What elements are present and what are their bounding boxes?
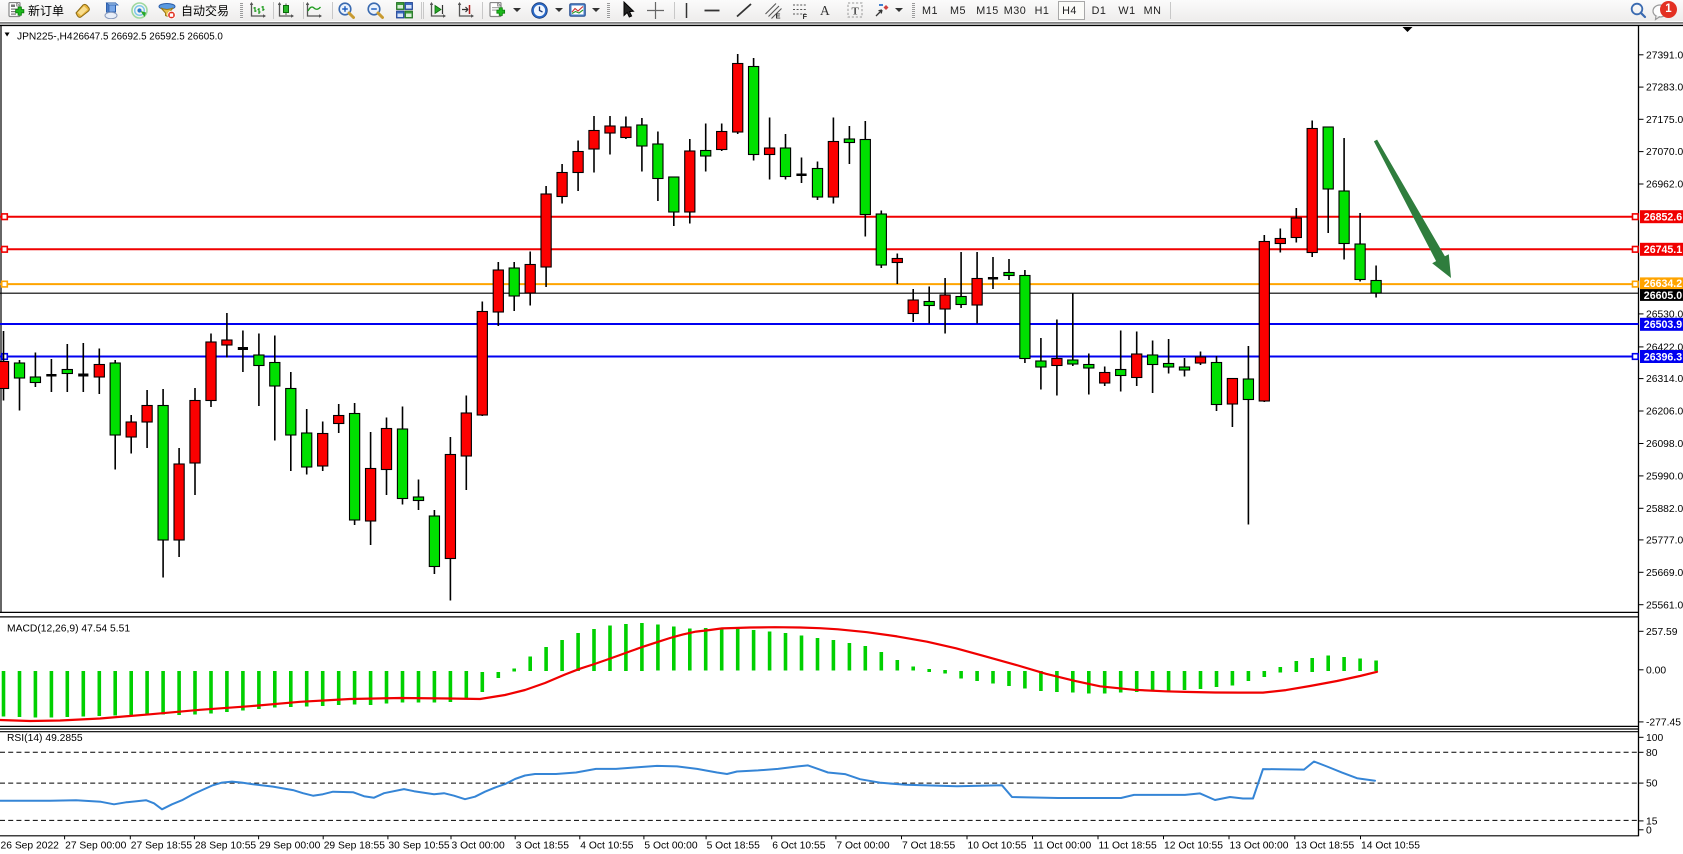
svg-text:257.59: 257.59 (1646, 627, 1678, 638)
svg-text:3 Oct 00:00: 3 Oct 00:00 (452, 841, 506, 852)
svg-text:0.00: 0.00 (1646, 665, 1666, 676)
svg-text:26647.5 26692.5 26592.5 26605.: 26647.5 26692.5 26592.5 26605.0 (73, 31, 223, 42)
svg-text:27283.0: 27283.0 (1646, 83, 1683, 94)
svg-text:10 Oct 10:55: 10 Oct 10:55 (968, 841, 1027, 852)
svg-text:-277.45: -277.45 (1646, 718, 1681, 729)
svg-text:F: F (803, 12, 808, 20)
svg-text:25561.0: 25561.0 (1646, 600, 1683, 611)
svg-text:4 Oct 10:55: 4 Oct 10:55 (580, 841, 634, 852)
svg-text:0: 0 (1646, 825, 1652, 836)
svg-text:26745.1: 26745.1 (1644, 244, 1682, 256)
svg-text:5 Oct 18:55: 5 Oct 18:55 (707, 841, 761, 852)
svg-text:27 Sep 00:00: 27 Sep 00:00 (65, 841, 127, 852)
svg-text:27070.0: 27070.0 (1646, 147, 1683, 158)
svg-text:25882.0: 25882.0 (1646, 504, 1683, 515)
svg-text:5 Oct 00:00: 5 Oct 00:00 (644, 841, 698, 852)
svg-text:15: 15 (1646, 817, 1658, 828)
svg-text:26634.2: 26634.2 (1644, 278, 1682, 290)
svg-text:25990.0: 25990.0 (1646, 472, 1683, 483)
svg-text:26098.0: 26098.0 (1646, 439, 1683, 450)
svg-text:27175.0: 27175.0 (1646, 115, 1683, 126)
svg-text:26852.6: 26852.6 (1644, 212, 1682, 224)
svg-text:28 Sep 10:55: 28 Sep 10:55 (195, 841, 257, 852)
svg-text:26605.0: 26605.0 (1644, 290, 1682, 302)
svg-text:14 Oct 10:55: 14 Oct 10:55 (1361, 841, 1420, 852)
svg-text:50: 50 (1646, 779, 1658, 790)
svg-text:JPN225-,H4: JPN225-,H4 (17, 31, 73, 42)
svg-text:26396.3: 26396.3 (1644, 351, 1682, 363)
svg-text:26422.0: 26422.0 (1646, 343, 1683, 354)
svg-text:11 Oct 18:55: 11 Oct 18:55 (1099, 841, 1157, 852)
svg-text:RSI(14) 49.2855: RSI(14) 49.2855 (7, 733, 83, 744)
svg-text:27391.0: 27391.0 (1646, 50, 1683, 61)
svg-text:6 Oct 10:55: 6 Oct 10:55 (772, 841, 826, 852)
svg-text:12 Oct 10:55: 12 Oct 10:55 (1164, 841, 1223, 852)
svg-text:27 Sep 18:55: 27 Sep 18:55 (131, 841, 193, 852)
svg-text:25777.0: 25777.0 (1646, 536, 1683, 547)
svg-text:E: E (776, 12, 781, 21)
svg-text:26962.0: 26962.0 (1646, 180, 1683, 191)
svg-text:13 Oct 00:00: 13 Oct 00:00 (1230, 841, 1289, 852)
svg-text:25669.0: 25669.0 (1646, 568, 1683, 579)
svg-text:26206.0: 26206.0 (1646, 407, 1683, 418)
svg-text:29 Sep 18:55: 29 Sep 18:55 (324, 841, 386, 852)
svg-text:26314.0: 26314.0 (1646, 374, 1683, 385)
svg-text:26 Sep 2022: 26 Sep 2022 (1, 841, 60, 852)
svg-text:100: 100 (1646, 733, 1663, 744)
svg-text:T: T (852, 6, 860, 18)
svg-text:MACD(12,26,9) 47.54 5.51: MACD(12,26,9) 47.54 5.51 (7, 624, 130, 635)
svg-text:13 Oct 18:55: 13 Oct 18:55 (1295, 841, 1354, 852)
svg-text:30 Sep 10:55: 30 Sep 10:55 (388, 841, 450, 852)
svg-text:11 Oct 00:00: 11 Oct 00:00 (1033, 841, 1091, 852)
svg-text:7 Oct 00:00: 7 Oct 00:00 (836, 841, 890, 852)
svg-text:29 Sep 00:00: 29 Sep 00:00 (259, 841, 321, 852)
svg-text:26503.9: 26503.9 (1644, 319, 1682, 331)
svg-text:26530.0: 26530.0 (1646, 310, 1683, 321)
svg-text:80: 80 (1646, 748, 1658, 759)
svg-text:7 Oct 18:55: 7 Oct 18:55 (902, 841, 956, 852)
svg-text:3 Oct 18:55: 3 Oct 18:55 (516, 841, 570, 852)
